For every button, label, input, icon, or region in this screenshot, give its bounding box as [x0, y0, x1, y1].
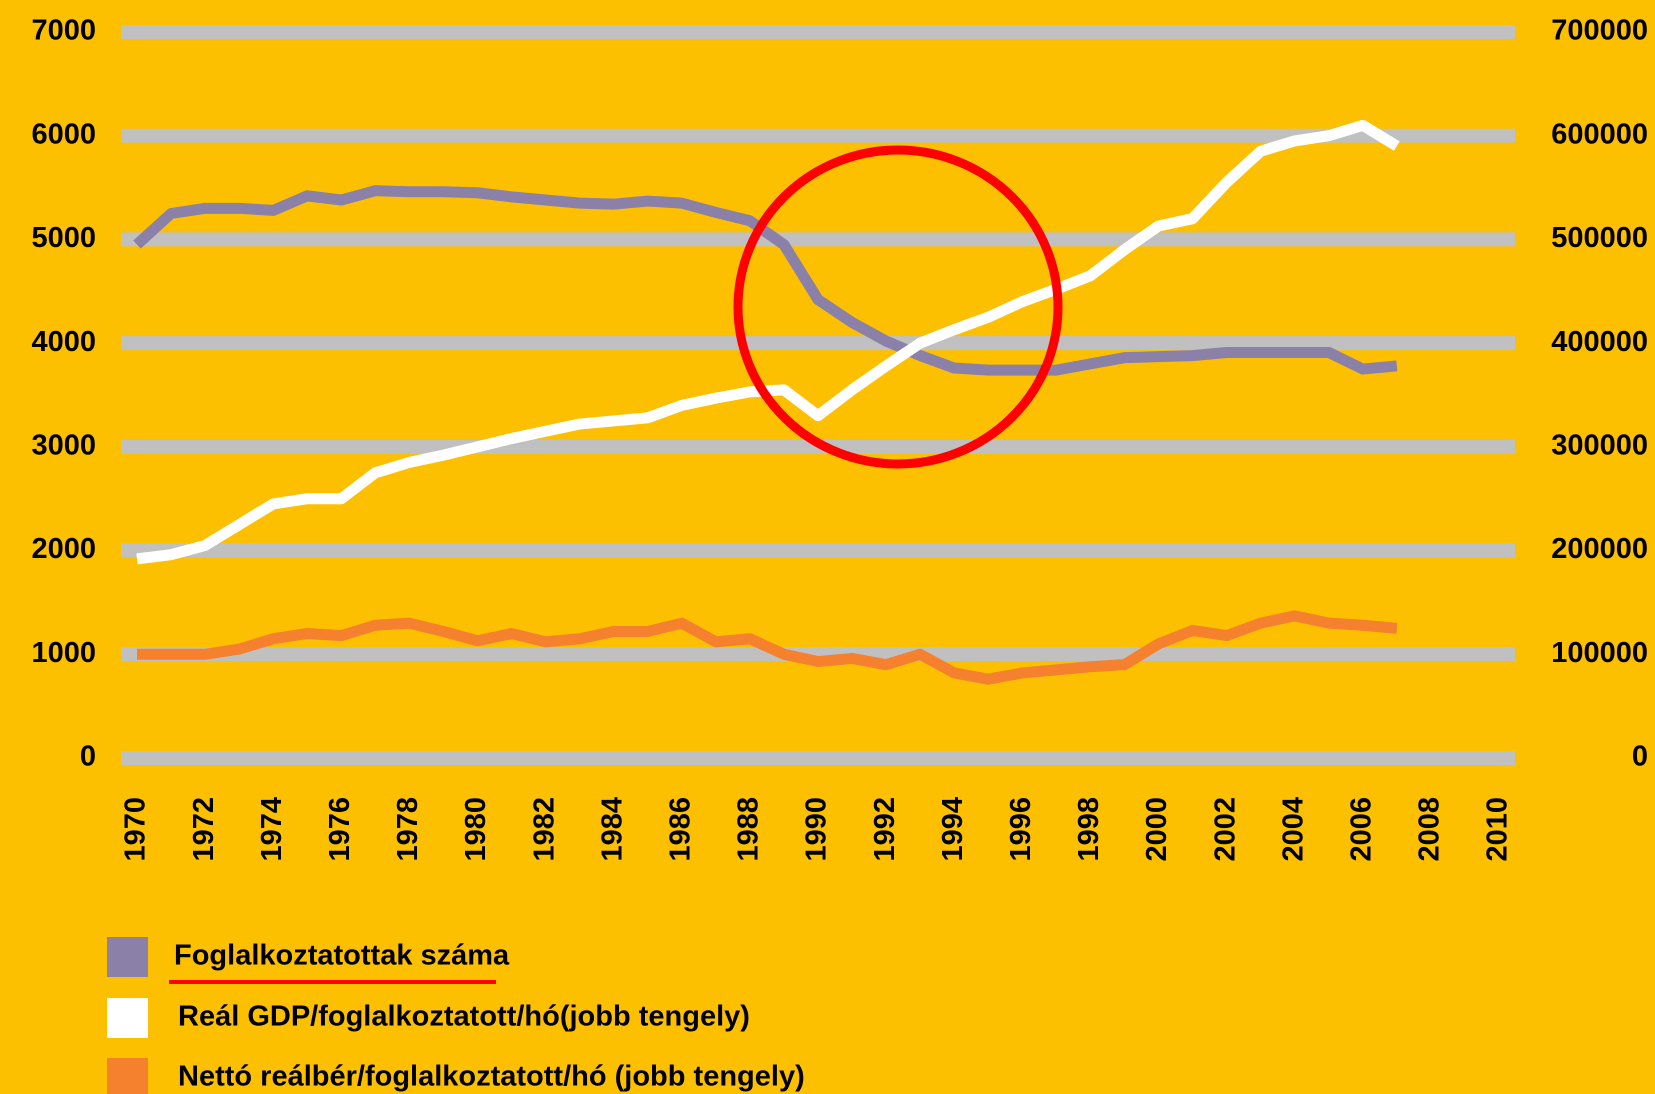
legend-swatch	[107, 1058, 148, 1094]
legend-swatch	[107, 937, 148, 977]
y-tick-label: 5000	[31, 222, 96, 254]
y2-tick-label: 600000	[1551, 118, 1648, 150]
y-tick-label: 0	[80, 741, 96, 773]
x-tick-label: 1978	[392, 797, 424, 862]
y-tick-label: 7000	[31, 15, 96, 47]
grid	[121, 25, 1515, 765]
x-tick-label: 2000	[1141, 797, 1173, 862]
y2-tick-label: 700000	[1551, 15, 1648, 47]
x-tick-label: 2002	[1209, 797, 1241, 862]
legend-label: Nettó reálbér/foglalkoztatott/hó (jobb t…	[178, 1061, 805, 1093]
y2-tick-label: 500000	[1551, 222, 1648, 254]
x-tick-label: 1972	[188, 797, 220, 862]
x-tick-label: 1970	[120, 797, 152, 862]
x-tick-label: 1996	[1005, 797, 1037, 862]
y2-tick-label: 400000	[1551, 326, 1648, 358]
y2-tick-label: 200000	[1551, 533, 1648, 565]
x-tick-label: 2008	[1414, 797, 1446, 862]
x-tick-label: 2010	[1482, 797, 1514, 862]
series-line	[133, 185, 1398, 376]
x-tick-label: 1990	[801, 797, 833, 862]
x-tick-label: 1994	[937, 797, 969, 862]
y-tick-label: 1000	[31, 637, 96, 669]
y2-tick-label: 0	[1632, 741, 1648, 773]
y2-tick-label: 300000	[1551, 430, 1648, 462]
x-tick-label: 2004	[1277, 797, 1309, 862]
x-tick-label: 1982	[528, 797, 560, 862]
x-tick-label: 1974	[256, 797, 288, 862]
y-tick-label: 3000	[31, 430, 96, 462]
x-tick-label: 1986	[664, 797, 696, 862]
series-line	[137, 610, 1398, 685]
x-tick-label: 1976	[324, 797, 356, 862]
y-tick-label: 2000	[31, 533, 96, 565]
x-tick-label: 1998	[1073, 797, 1105, 862]
legend-label: Foglalkoztatottak száma	[174, 940, 510, 972]
legend-swatch	[107, 998, 148, 1038]
x-tick-label: 2006	[1345, 797, 1377, 862]
y-tick-label: 4000	[31, 326, 96, 358]
x-tick-label: 1980	[460, 797, 492, 862]
y2-tick-label: 100000	[1551, 637, 1648, 669]
legend-label: Reál GDP/foglalkoztatott/hó(jobb tengely…	[178, 1001, 750, 1033]
x-tick-label: 1988	[733, 797, 765, 862]
y-tick-label: 6000	[31, 118, 96, 150]
x-tick-label: 1984	[596, 797, 628, 862]
highlight-circle	[733, 145, 1063, 469]
x-tick-label: 1992	[869, 797, 901, 862]
